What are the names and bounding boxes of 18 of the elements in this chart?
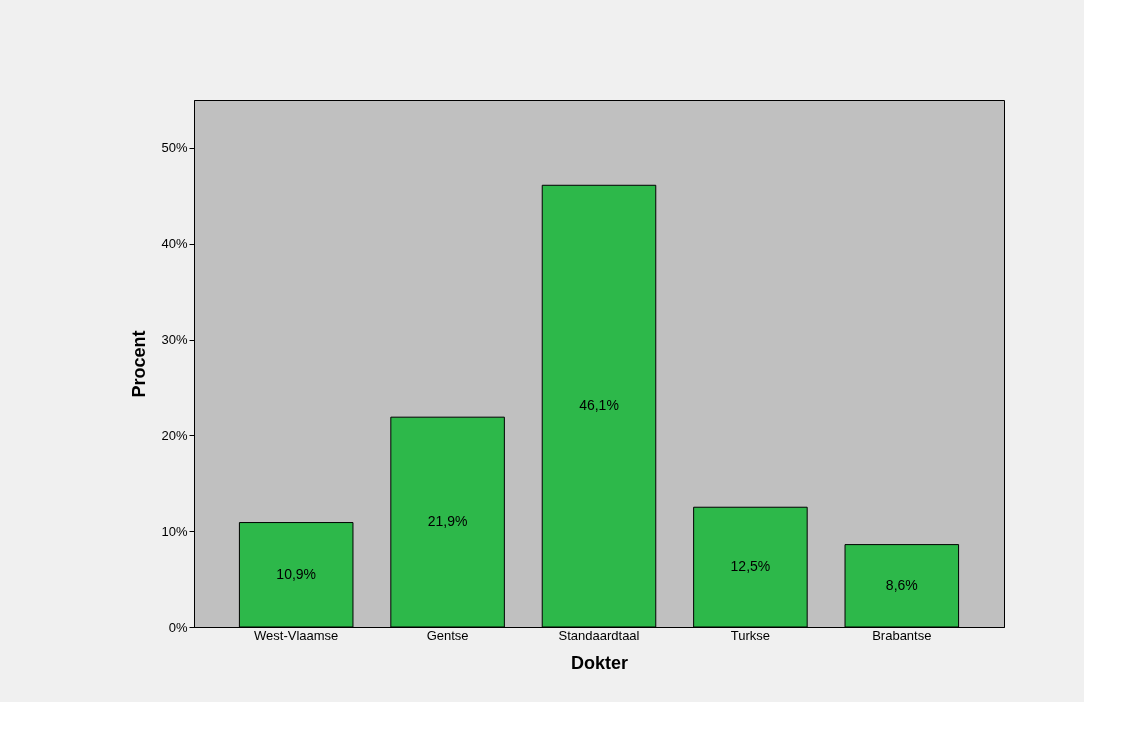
x-tick-label: Gentse [426, 627, 469, 643]
data-label: 10,9% [276, 565, 317, 582]
data-label: 12,5% [730, 558, 771, 575]
y-tick-label: 30% [161, 332, 188, 348]
y-tick-label: 0% [168, 619, 188, 635]
data-label: 8,6% [885, 576, 918, 593]
data-label: 21,9% [427, 513, 468, 530]
y-tick-label: 10% [161, 523, 188, 539]
x-tick-label: Brabantse [872, 627, 932, 643]
x-tick-label: Standaardtaal [558, 627, 640, 643]
x-tick-label: Turkse [730, 627, 771, 643]
x-axis-title: Dokter [570, 652, 629, 673]
y-tick-label: 50% [161, 140, 188, 156]
y-tick-label: 20% [161, 427, 188, 443]
data-label: 46,1% [579, 397, 619, 414]
x-tick-label: West-Vlaamse [254, 627, 339, 643]
y-axis-title: Procent [129, 330, 150, 398]
y-tick-label: 40% [161, 236, 188, 252]
